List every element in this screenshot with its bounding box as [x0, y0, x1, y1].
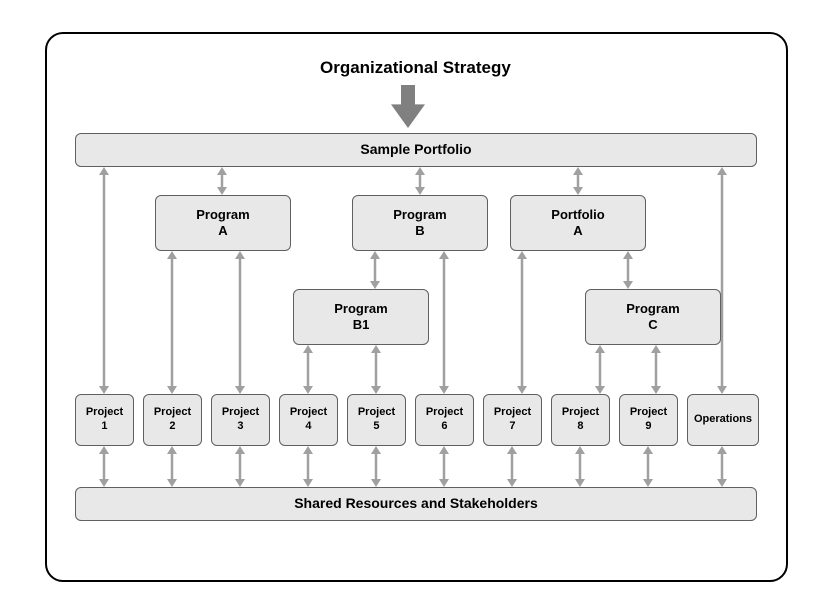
project-2-label: Project2: [154, 406, 191, 434]
program-c-label: ProgramC: [626, 301, 679, 334]
project-6-label: Project6: [426, 406, 463, 434]
project-4-box: Project4: [279, 394, 338, 446]
program-a-label: ProgramA: [196, 207, 249, 240]
sample-portfolio-box: Sample Portfolio: [75, 133, 757, 167]
shared-resources-box: Shared Resources and Stakeholders: [75, 487, 757, 521]
project-5-label: Project5: [358, 406, 395, 434]
portfolio-a-label: PortfolioA: [551, 207, 604, 240]
shared-resources-label: Shared Resources and Stakeholders: [294, 495, 538, 513]
program-b-label: ProgramB: [393, 207, 446, 240]
project-9-label: Project9: [630, 406, 667, 434]
diagram-title: Organizational Strategy: [320, 58, 511, 78]
project-3-label: Project3: [222, 406, 259, 434]
project-4-label: Project4: [290, 406, 327, 434]
operations-label: Operations: [694, 413, 752, 427]
project-1-label: Project1: [86, 406, 123, 434]
portfolio-a-box: PortfolioA: [510, 195, 646, 251]
project-9-box: Project9: [619, 394, 678, 446]
program-a-box: ProgramA: [155, 195, 291, 251]
program-b1-box: ProgramB1: [293, 289, 429, 345]
project-6-box: Project6: [415, 394, 474, 446]
project-1-box: Project1: [75, 394, 134, 446]
project-8-box: Project8: [551, 394, 610, 446]
sample-portfolio-label: Sample Portfolio: [360, 141, 471, 159]
project-7-label: Project7: [494, 406, 531, 434]
program-b1-label: ProgramB1: [334, 301, 387, 334]
project-5-box: Project5: [347, 394, 406, 446]
program-c-box: ProgramC: [585, 289, 721, 345]
project-3-box: Project3: [211, 394, 270, 446]
project-8-label: Project8: [562, 406, 599, 434]
operations-box: Operations: [687, 394, 759, 446]
project-2-box: Project2: [143, 394, 202, 446]
project-7-box: Project7: [483, 394, 542, 446]
program-b-box: ProgramB: [352, 195, 488, 251]
